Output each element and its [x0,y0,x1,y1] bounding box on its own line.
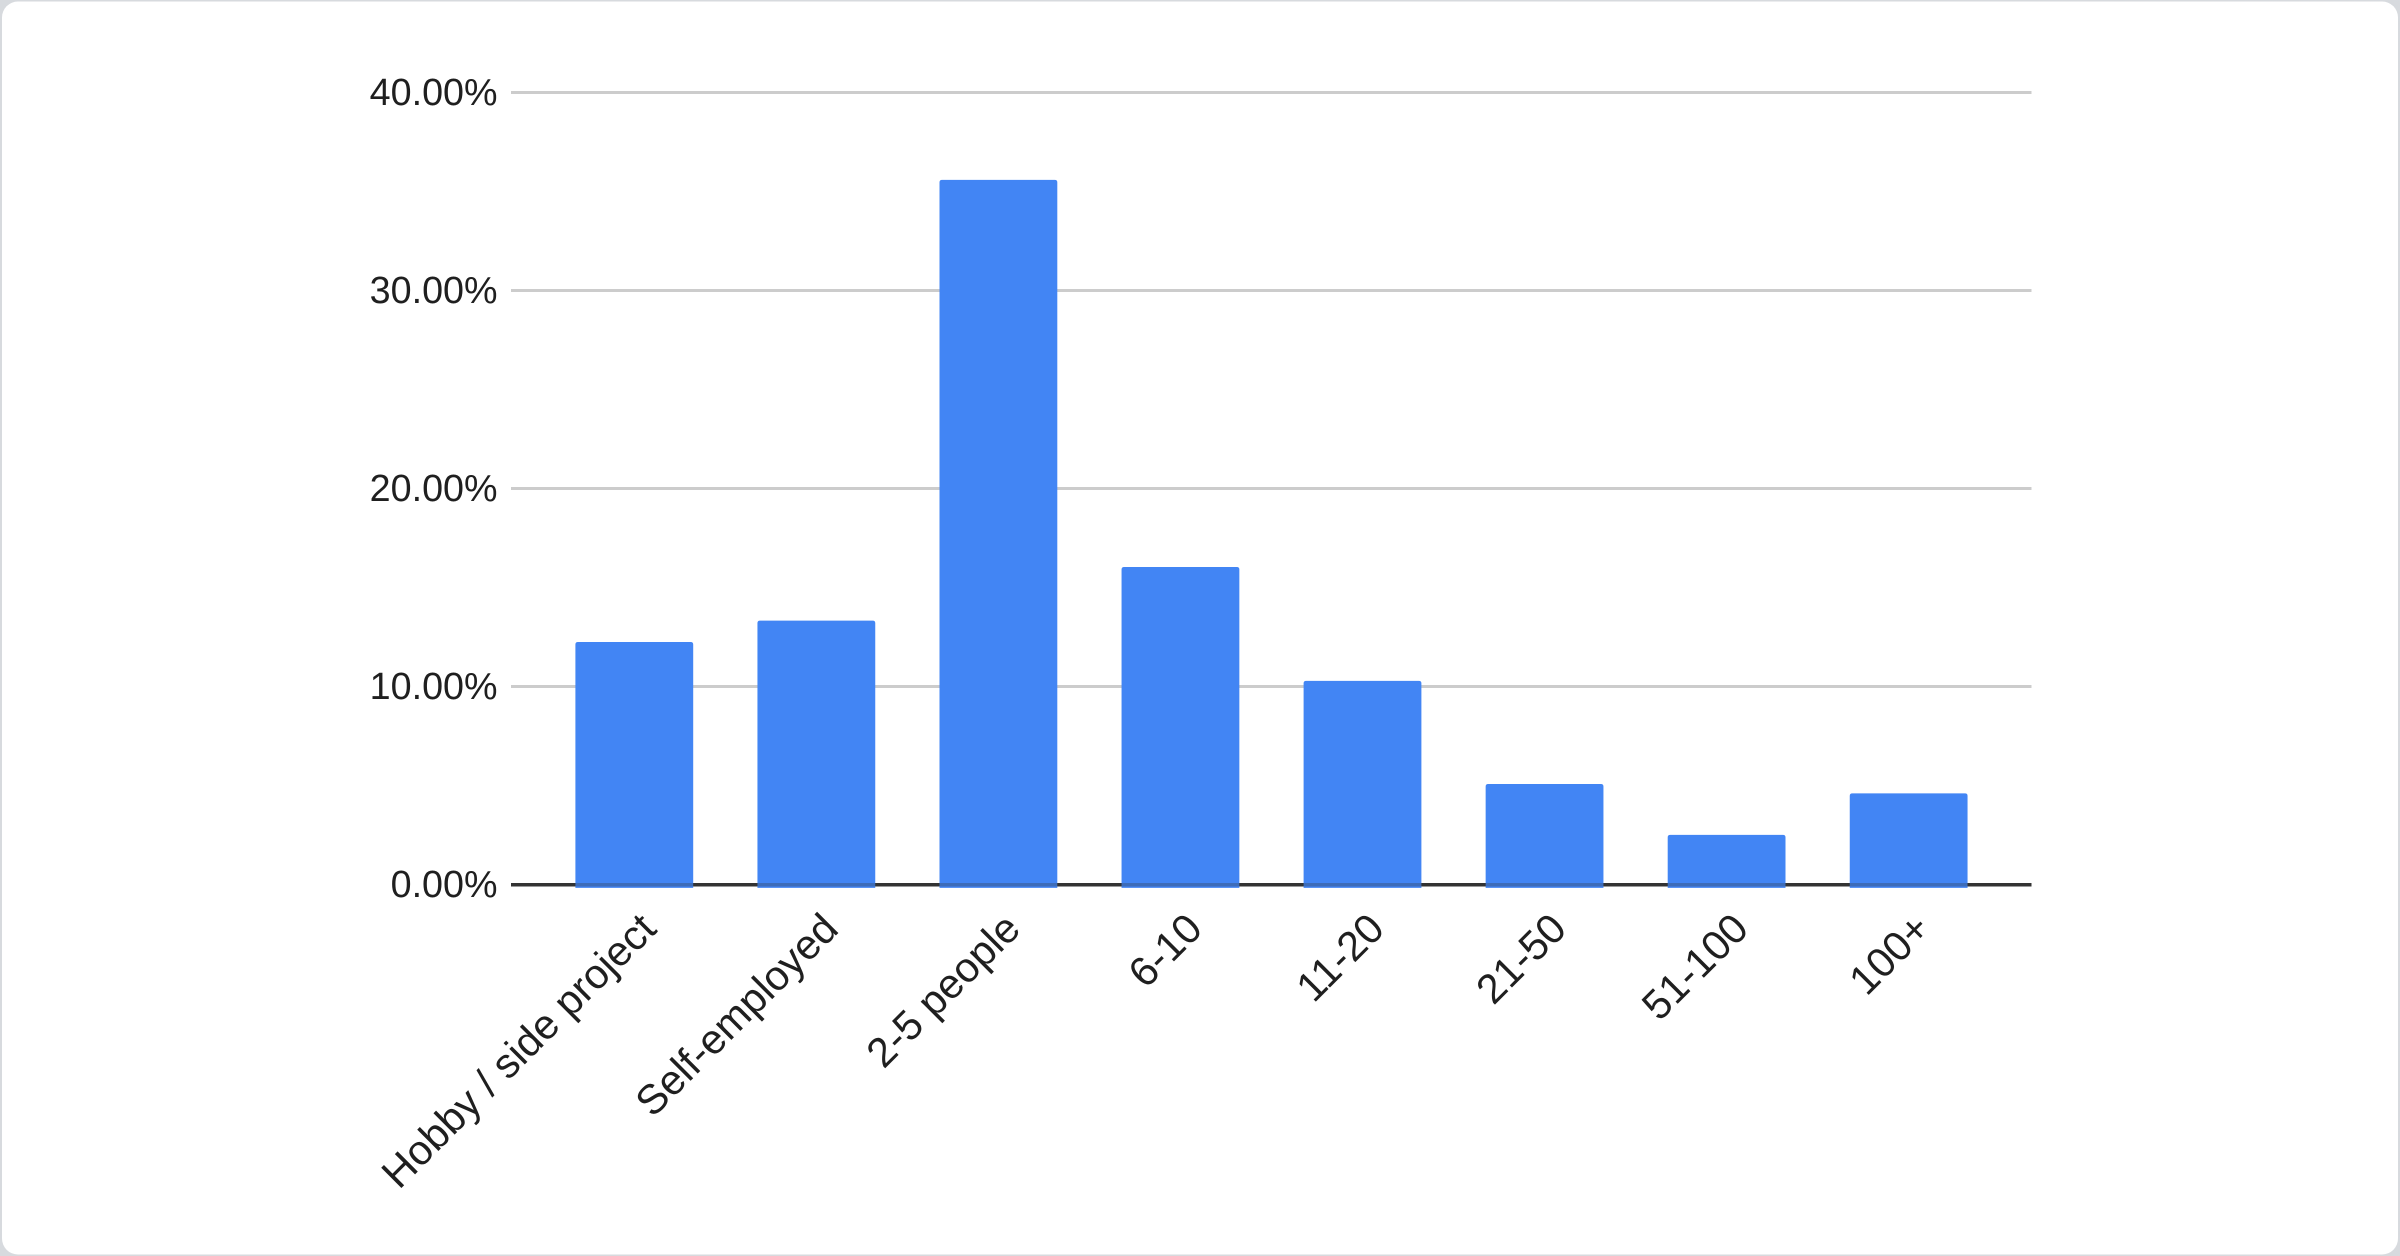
svg-text:10.00%: 10.00% [370,665,498,707]
svg-text:40.00%: 40.00% [370,71,498,113]
svg-text:20.00%: 20.00% [370,467,498,509]
svg-text:30.00%: 30.00% [370,269,498,311]
svg-text:0.00%: 0.00% [391,863,498,905]
